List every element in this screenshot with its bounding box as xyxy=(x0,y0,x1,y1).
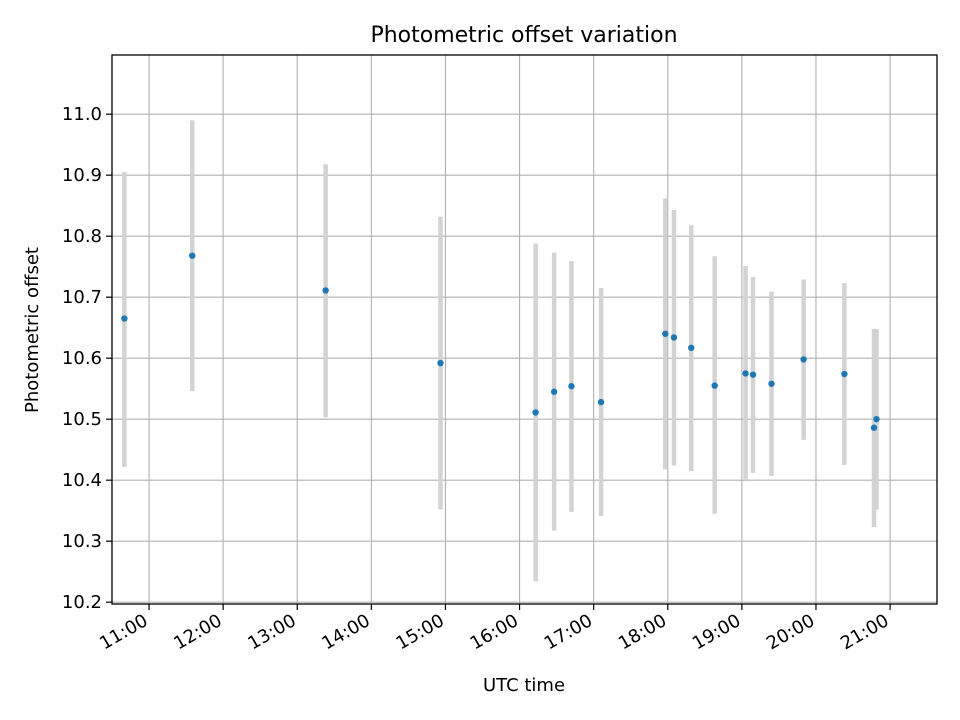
data-points xyxy=(121,252,880,431)
data-point xyxy=(597,398,605,406)
data-point xyxy=(550,388,558,395)
data-point xyxy=(841,370,848,378)
data-point xyxy=(568,383,575,390)
y-tick-label: 10.6 xyxy=(62,348,102,369)
grid xyxy=(112,55,937,604)
data-point xyxy=(749,371,757,378)
y-tick-label: 10.8 xyxy=(62,226,102,247)
data-point xyxy=(688,344,695,351)
y-tick-label: 10.5 xyxy=(62,409,102,430)
y-tick-label: 10.9 xyxy=(62,165,102,186)
data-point xyxy=(662,330,669,337)
y-axis: 10.2 10.3 10.4 10.5 10.6 10.7 10.8 10.9 11.0 xyxy=(62,104,112,613)
y-tick-label: 10.3 xyxy=(62,531,102,552)
data-point xyxy=(711,382,718,389)
y-tick-label: 11.0 xyxy=(62,104,102,125)
x-axis-title: UTC time xyxy=(483,675,565,696)
data-point xyxy=(189,252,196,259)
data-point xyxy=(873,415,880,423)
data-point xyxy=(800,356,807,363)
y-tick-label: 10.2 xyxy=(62,592,102,613)
data-point xyxy=(768,380,775,387)
data-point xyxy=(437,359,444,367)
data-point xyxy=(742,370,749,377)
data-point xyxy=(670,334,678,341)
data-point xyxy=(322,287,329,294)
data-point xyxy=(870,424,878,431)
y-tick-label: 10.7 xyxy=(62,287,102,308)
y-axis-title: Photometric offset xyxy=(22,247,43,413)
y-tick-label: 10.4 xyxy=(62,470,102,491)
data-point xyxy=(532,409,539,416)
plot-frame xyxy=(111,54,938,605)
data-point xyxy=(121,315,128,322)
chart-title: Photometric offset variation xyxy=(370,23,677,48)
